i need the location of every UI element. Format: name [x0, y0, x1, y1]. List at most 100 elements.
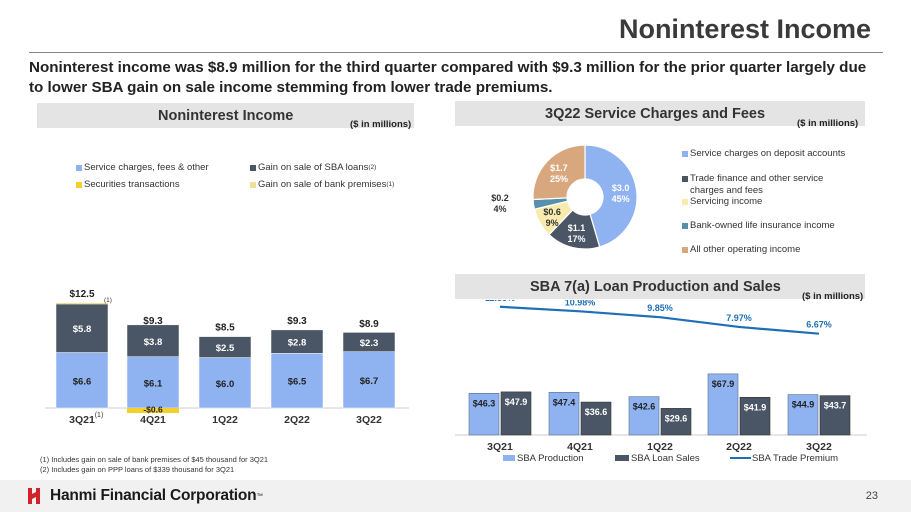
bar-sba-production [628, 396, 660, 436]
bar-label-securities: -$0.6 [143, 405, 163, 415]
bar-label-production: $42.6 [633, 402, 656, 412]
legend-label: Service charges, fees & other [84, 162, 209, 173]
bar-total-label: $9.3 [287, 316, 307, 327]
right-top-title: 3Q22 Service Charges and Fees [545, 106, 766, 122]
bar-securities [127, 408, 179, 414]
line-sba-trade-premium [499, 305, 820, 335]
slice-pct-label: 4% [493, 204, 506, 214]
legend-label: Gain on sale of SBA loans [258, 162, 369, 173]
slice-value-label: $1.7 [550, 163, 568, 173]
bar-gain-sba [342, 332, 396, 352]
donut-slice [532, 144, 586, 201]
bar-annotation-marker: (1) [104, 297, 112, 304]
boli-swatch-icon [682, 222, 688, 229]
bar-label-sba: $5.8 [73, 324, 92, 335]
bar-service-charges [126, 356, 180, 409]
bar-sba-loan-sales [500, 391, 532, 436]
right-top-header [455, 101, 865, 126]
sba-loan-chart: $46.3 $47.9 3Q21 $47.4 $36.6 4Q21 $42.6 $29.6 1Q… [455, 300, 867, 464]
x-tick-label: 3Q22 [356, 414, 382, 426]
legend-footnote-marker: (1) [386, 181, 395, 188]
legend-production-swatch-icon [503, 455, 515, 461]
slide-title: Noninterest Income [618, 14, 871, 44]
bar-total-label: $9.3 [143, 316, 163, 327]
bar-label-sales: $41.9 [744, 402, 767, 412]
x-tick-label: 1Q22 [212, 414, 238, 426]
right-bottom-unit: ($ in millions) [802, 291, 864, 302]
bar-label-service: $6.6 [73, 376, 92, 387]
bar-label-sba: $3.8 [144, 337, 163, 348]
bar-service-charges [342, 351, 396, 409]
service-swatch-icon [76, 164, 82, 171]
slice-pct-label: 17% [568, 234, 586, 244]
slice-value-label: $3.0 [612, 183, 630, 193]
line-point-label: 11.85% [485, 300, 515, 303]
bar-service-charges [270, 353, 324, 409]
bar-sba-loan-sales [580, 401, 612, 436]
legend-sales-label: SBA Loan Sales [631, 453, 700, 464]
x-tick-label: 4Q21 [567, 441, 593, 453]
slice-pct-label: 9% [546, 218, 559, 228]
bar-label-sales: $43.7 [824, 401, 847, 411]
right-bottom-title: SBA 7(a) Loan Production and Sales [530, 279, 781, 295]
headline-text: Noninterest income was $8.9 million for … [29, 59, 867, 96]
x-tick-label: 3Q22 [806, 441, 832, 453]
footnote-2: (2) Includes gain on PPP loans of $339 t… [40, 465, 235, 474]
legend-label: All other operating income [690, 244, 801, 255]
bar-service-charges [55, 352, 109, 409]
bar-label-production: $44.9 [792, 400, 815, 410]
company-mark: ™ [256, 492, 263, 500]
bar-label-service: $6.7 [360, 376, 379, 387]
footnote-1: (1) Includes gain on sale of bank premis… [40, 455, 269, 464]
sba-gain-swatch-icon [250, 164, 256, 171]
left-panel-unit: ($ in millions) [350, 119, 412, 130]
bar-sba-loan-sales [739, 396, 771, 436]
legend-item-deposit: Service charges on deposit accounts [682, 148, 845, 159]
legend-footnote-marker: (2) [368, 164, 377, 171]
company-name: Hanmi Financial Corporation [50, 487, 257, 504]
bar-label-production: $67.9 [712, 379, 735, 389]
left-legend: Service charges, fees & other Gain on sa… [76, 162, 406, 196]
bar-gain-sba [270, 329, 324, 354]
donut-slice [584, 144, 638, 248]
bar-gain-sba [198, 336, 252, 358]
slice-pct-label: 25% [550, 174, 568, 184]
legend-sales-swatch-icon [615, 455, 629, 461]
bar-label-sba: $2.8 [288, 338, 307, 349]
bar-label-sba: $2.3 [360, 338, 379, 349]
x-tick-label: 2Q22 [726, 441, 752, 453]
legend-item-other: All other operating income [682, 244, 800, 255]
x-tick-label: 1Q22 [647, 441, 673, 453]
bar-label-production: $47.4 [553, 397, 576, 407]
bar-label-production: $46.3 [473, 398, 496, 408]
other-swatch-icon [682, 246, 688, 253]
bar-label-sales: $47.9 [505, 397, 528, 407]
slice-pct-label: 45% [612, 194, 630, 204]
x-tick-label: 4Q21 [140, 414, 166, 426]
servicing-swatch-icon [682, 198, 688, 205]
legend-item-servicing: Servicing income [682, 196, 762, 207]
slice-value-label: $0.2 [491, 193, 509, 203]
legend-item-sba-gain: Gain on sale of SBA loans (2) [250, 162, 376, 173]
hanmi-logo-icon [28, 488, 40, 504]
bar-gain-sba [55, 303, 109, 353]
legend-premium-label: SBA Trade Premium [752, 453, 838, 464]
left-panel-title: Noninterest Income [158, 108, 294, 124]
slice-value-label: $0.6 [543, 207, 561, 217]
service-charges-donut-chart: $3.045% $1.117% $0.69% $0.24% $1.725% [491, 144, 638, 250]
line-point-label: 9.85% [647, 303, 673, 313]
premises-swatch-icon [250, 181, 256, 188]
legend-item-trade: Trade finance and other service charges … [682, 173, 842, 196]
legend-label: Trade finance and other service charges … [690, 173, 824, 196]
bar-sba-production [468, 393, 500, 436]
legend-label: Bank-owned life insurance income [690, 220, 835, 231]
bar-total-label: $8.9 [359, 319, 379, 330]
bar-gain-sba [126, 324, 180, 358]
bar-label-service: $6.5 [288, 377, 307, 388]
legend-label: Securities transactions [84, 179, 180, 190]
legend-item-premises: Gain on sale of bank premises (1) [250, 179, 394, 190]
x-tick-label: 3Q21 [69, 414, 95, 426]
bar-sba-production [707, 373, 739, 436]
legend-label: Gain on sale of bank premises [258, 179, 387, 190]
